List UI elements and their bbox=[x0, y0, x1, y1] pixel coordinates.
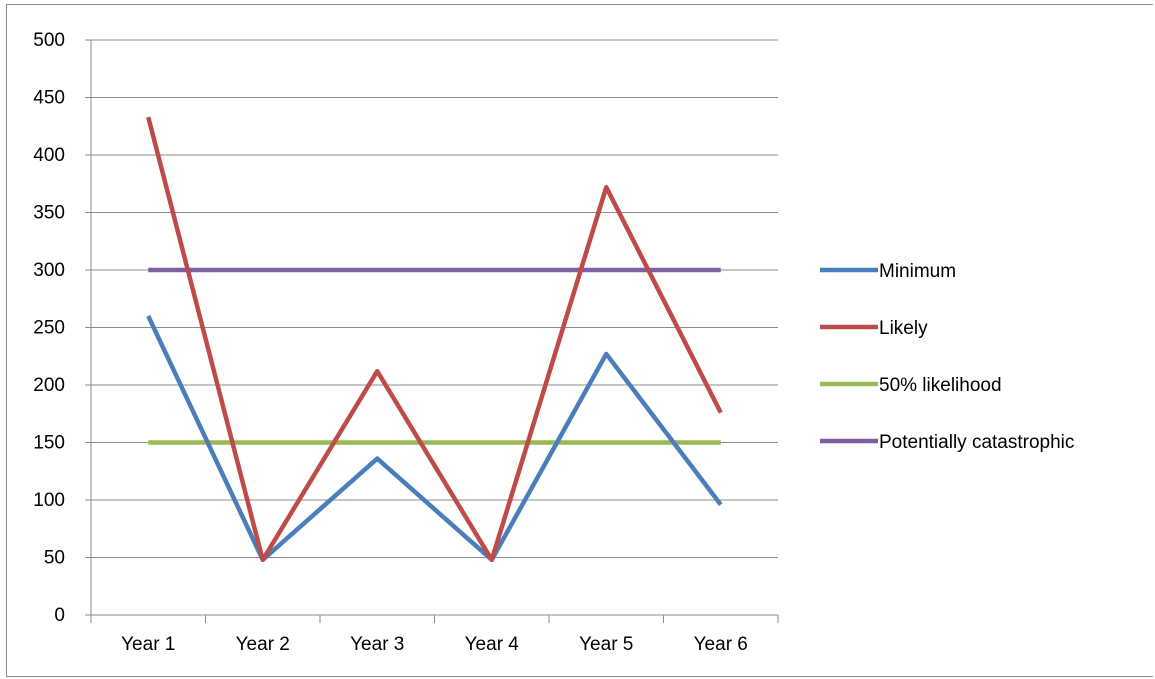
y-tick-label: 0 bbox=[54, 605, 65, 626]
x-tick-label: Year 3 bbox=[350, 634, 404, 655]
x-tick-label: Year 2 bbox=[236, 634, 290, 655]
y-tick-label: 200 bbox=[33, 375, 65, 396]
series-lines bbox=[146, 116, 723, 563]
legend-label: Likely bbox=[879, 318, 928, 339]
y-tick-label: 150 bbox=[33, 433, 65, 454]
y-tick-label: 450 bbox=[33, 88, 65, 109]
y-tick-label: 500 bbox=[33, 30, 65, 51]
chart-frame bbox=[6, 4, 1153, 677]
y-tick-label: 100 bbox=[33, 490, 65, 511]
legend-label: 50% likelihood bbox=[879, 375, 1002, 396]
y-tick-label: 400 bbox=[33, 145, 65, 166]
axes: 0 50 100 150 200 250 300 350 400 450 500 Year 1 Year… bbox=[33, 30, 779, 655]
series-line-likely bbox=[146, 116, 723, 563]
series-line-minimum bbox=[146, 315, 723, 563]
y-tick-label: 300 bbox=[33, 260, 65, 281]
legend-label: Minimum bbox=[879, 261, 956, 282]
x-tick-label: Year 5 bbox=[579, 634, 633, 655]
x-tick-label: Year 4 bbox=[465, 634, 520, 655]
x-tick-label: Year 6 bbox=[694, 634, 748, 655]
x-tick-label: Year 1 bbox=[121, 634, 175, 655]
legend-label: Potentially catastrophic bbox=[879, 432, 1074, 453]
y-tick-label: 250 bbox=[33, 318, 65, 339]
y-tick-label: 350 bbox=[33, 203, 65, 224]
gridlines bbox=[85, 39, 778, 616]
y-tick-label: 50 bbox=[44, 548, 65, 569]
legend: Minimum Likely 50% likelihood Potentially c… bbox=[820, 261, 1074, 453]
